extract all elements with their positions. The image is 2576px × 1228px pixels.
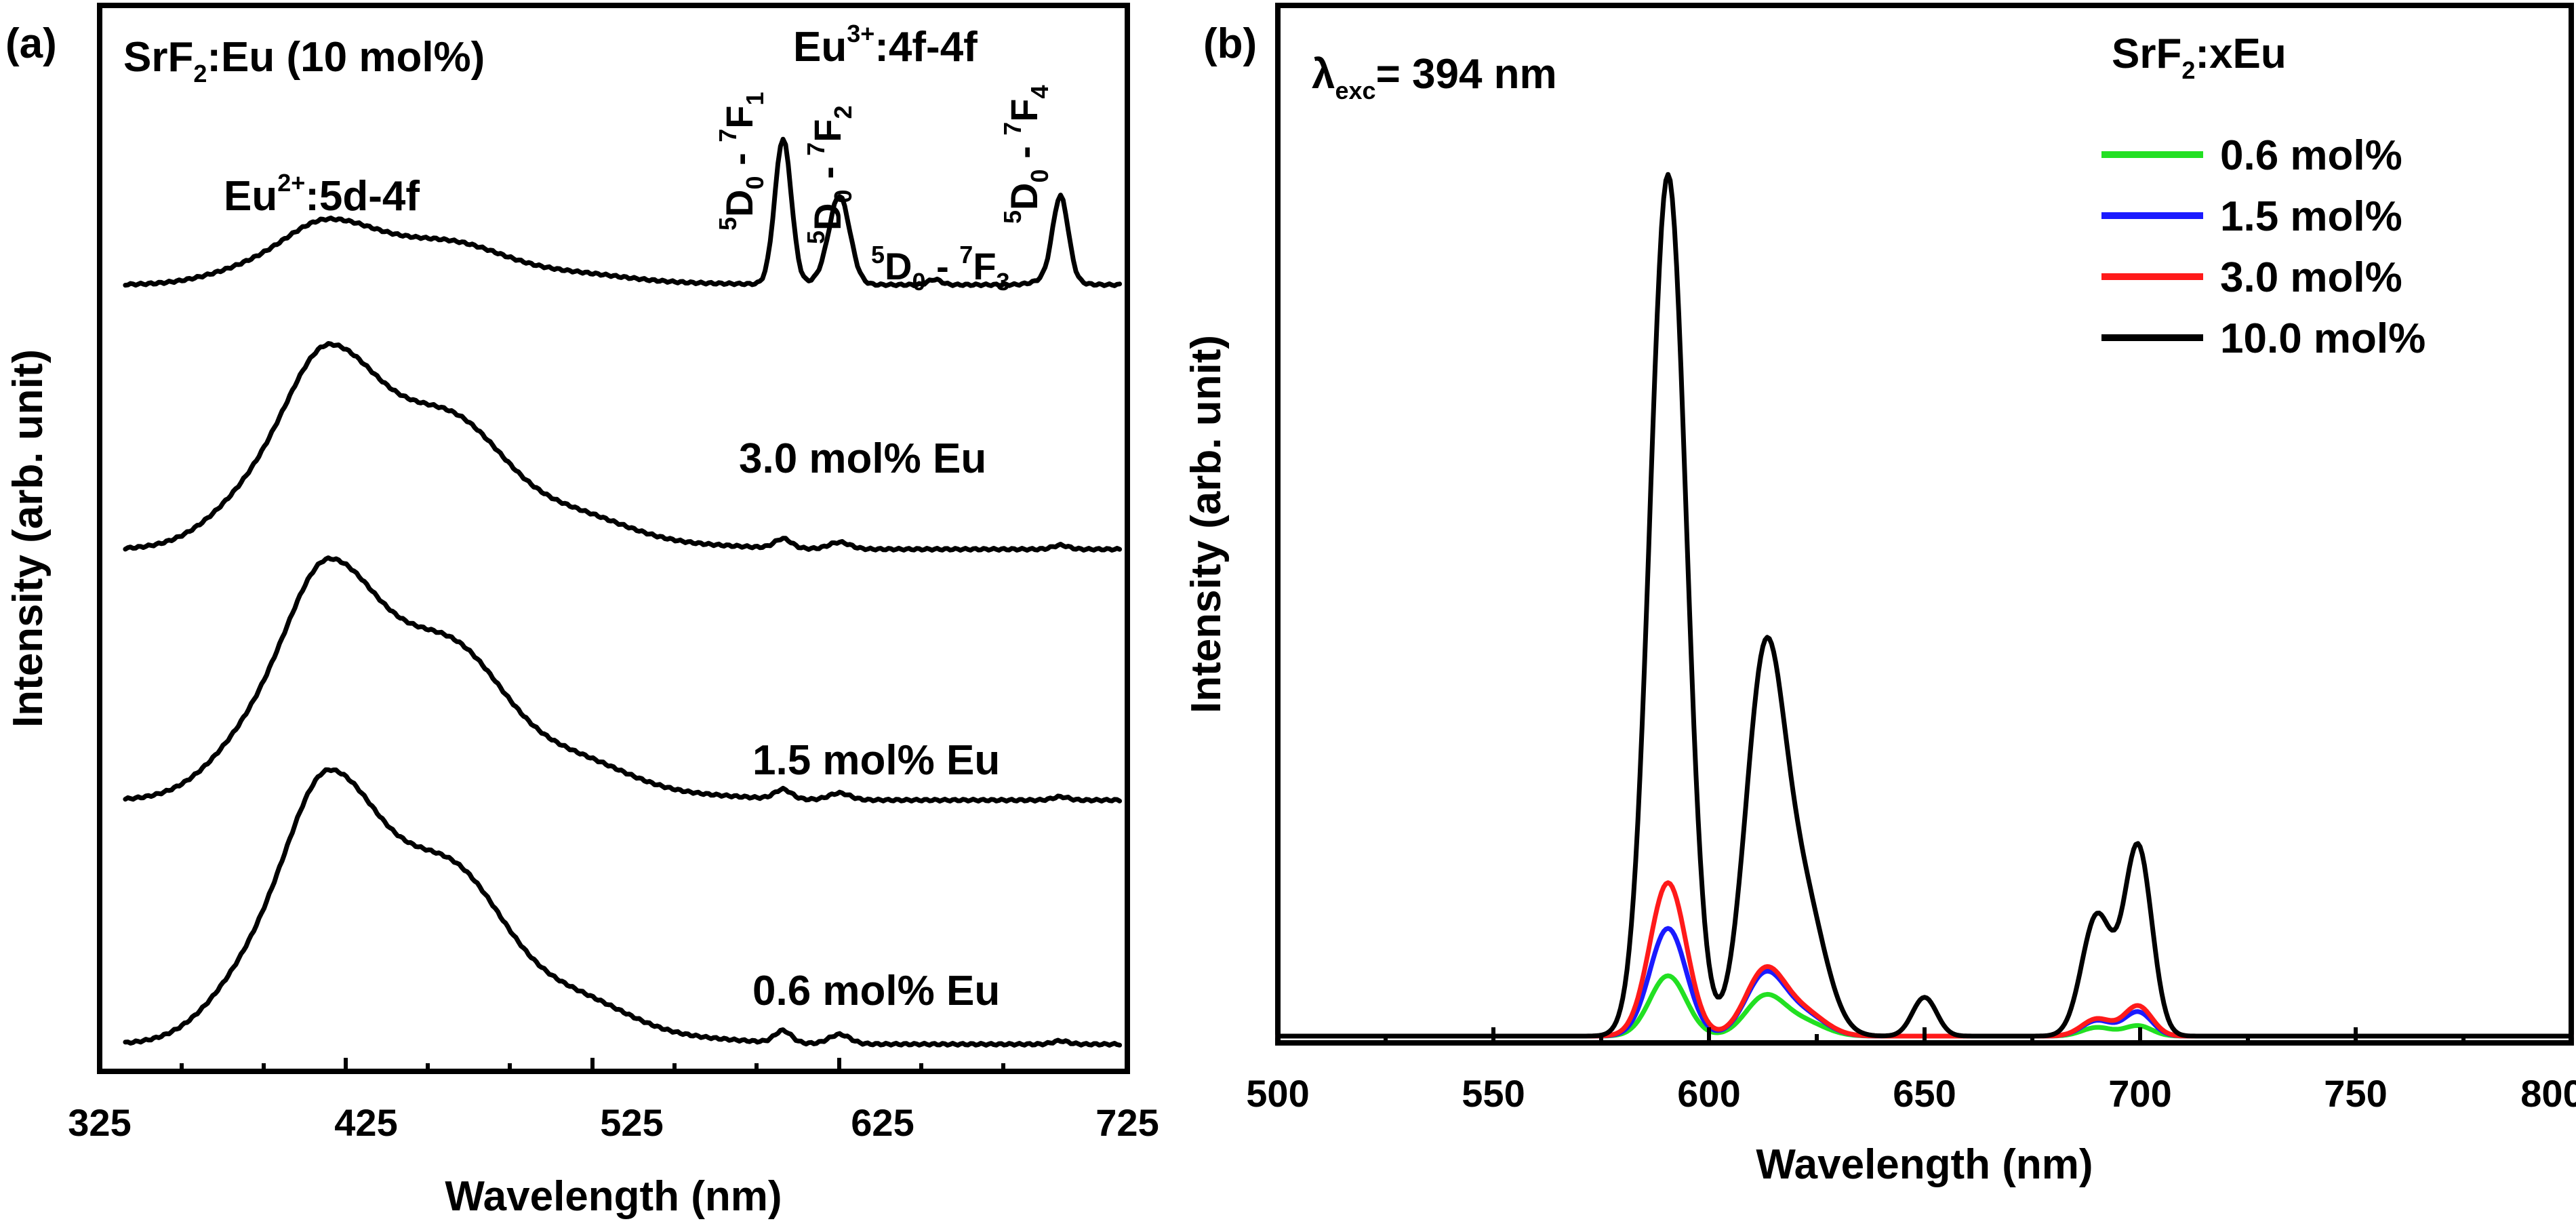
panel-a-frame [97,3,1130,1074]
panel-b-label: (b) [1203,20,1257,67]
legend-label-3-0: 3.0 mol% [2220,254,2402,301]
curve-b-3-0-mol [1275,880,2574,1039]
curve-0-6-mol [123,767,1123,1048]
series-label-1-5: 1.5 mol% Eu [752,737,1000,784]
legend-label-1-5: 1.5 mol% [2220,193,2402,240]
b-xtick-label-600: 600 [1677,1072,1740,1115]
b-xtick-label-650: 650 [1893,1072,1956,1115]
transition-label-5d0-7f1: 5D0 - 7F1 [714,92,769,231]
b-xtick-label-550: 550 [1462,1072,1525,1115]
series-label-3-0: 3.0 mol% Eu [739,435,986,482]
eu2-label: Eu2+:5d-4f [224,169,420,220]
excitation-label: λexc= 394 nm [1312,51,1557,104]
legend: 0.6 mol% 1.5 mol% 3.0 mol% 10.0 mol% [2101,132,2426,362]
xtick-label-425: 425 [334,1101,397,1144]
curve-b-0-6-mol [1275,973,2574,1039]
panel-a-ylabel: Intensity (arb. unit) [5,349,52,728]
b-xtick-label-800: 800 [2520,1072,2576,1115]
transition-label-5d0-7f2: 5D0 - 7F2 [802,105,857,244]
xtick-label-525: 525 [600,1101,663,1144]
legend-label-10-0: 10.0 mol% [2220,315,2426,362]
panel-b-xlabel: Wavelength (nm) [1756,1141,2093,1188]
panel-a-xticks [98,1058,1129,1071]
curve-b-10-0-mol [1275,172,2574,1039]
curve-3-0-mol [123,341,1123,553]
b-xtick-label-500: 500 [1246,1072,1309,1115]
xtick-label-625: 625 [851,1101,914,1144]
eu3-label: Eu3+:4f-4f [793,20,978,71]
curve-1-5-mol [123,555,1123,804]
curve-10-mol [123,136,1123,288]
xtick-label-725: 725 [1095,1101,1159,1144]
panel-b-xticks [1276,1027,2573,1043]
curve-b-1-5-mol [1275,926,2574,1039]
series-label-0-6: 0.6 mol% Eu [752,968,1000,1014]
panel-a: (a) SrF2:Eu (10 mol%) Eu2+:5d-4f Eu3+:4f… [5,3,1159,1220]
panel-a-xlabel: Wavelength (nm) [445,1173,782,1220]
b-xtick-label-750: 750 [2324,1072,2387,1115]
panel-b: (b) λexc= 394 nm SrF2:xEu 0.6 mol% 1.5 m… [1183,3,2576,1188]
legend-title: SrF2:xEu [2112,31,2287,84]
transition-label-5d0-7f4: 5D0 - 7F4 [999,85,1053,224]
xtick-label-325: 325 [68,1101,131,1144]
panel-a-label: (a) [5,20,57,67]
panel-a-title: SrF2:Eu (10 mol%) [123,34,485,87]
b-xtick-label-700: 700 [2108,1072,2171,1115]
legend-label-0-6: 0.6 mol% [2220,132,2402,179]
panel-b-ylabel: Intensity (arb. unit) [1183,335,1230,713]
